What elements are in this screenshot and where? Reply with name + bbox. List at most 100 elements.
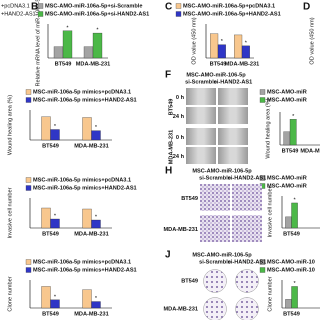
column-label: si-HAND2-AS1 [228, 259, 267, 265]
legend-label: MSC-miR-106a-5p mimics+HAND2-AS1 [33, 185, 137, 191]
legend-label: MSC-miR-106a-5p mimics+pcDNA3.1 [33, 89, 131, 95]
panel-label: C [165, 2, 172, 13]
significance-mark: * [54, 213, 57, 219]
time-label: 0 h [176, 95, 185, 101]
significance-mark: * [54, 124, 57, 130]
bar [53, 46, 64, 59]
significance-mark: * [95, 296, 98, 302]
y-axis-label: Relative mRNA level of miR-106a-5p [35, 0, 41, 87]
bar [234, 34, 243, 59]
significance-mark: * [95, 125, 98, 131]
micrograph [232, 215, 262, 242]
culture-dish [203, 269, 227, 293]
x-tick-label: BT549 [283, 231, 300, 237]
micrograph [200, 215, 230, 242]
micrograph [218, 107, 248, 124]
micrograph [186, 147, 216, 164]
column-label: si-Scramble [199, 259, 231, 265]
micrograph [186, 88, 216, 105]
culture-dish [235, 297, 259, 321]
legend-label: +HAND2-AS1 [1, 11, 36, 17]
legend-label: MSC-AMO-miR-106a-5p+pcDNA3.1 [183, 3, 275, 9]
significance-mark: * [293, 281, 296, 287]
panel-label: B [31, 2, 38, 13]
legend-label: +pcDNA3.1 [1, 3, 30, 9]
legend-swatch [175, 3, 182, 9]
legend-swatch [37, 3, 44, 9]
bar [291, 286, 298, 309]
legend-swatch [25, 259, 32, 265]
legend-swatch [25, 185, 32, 191]
legend-label: MSC-miR-106a-5p mimics+HAND2-AS1 [33, 97, 137, 103]
column-label: si-Scramble [185, 79, 217, 85]
row-label: MDA-MB-231 [164, 306, 199, 312]
panel-title: MSC-AMO-miR-106-5p [192, 168, 252, 174]
bar [41, 116, 51, 141]
legend-swatch [25, 97, 32, 103]
bar [83, 46, 94, 59]
micrograph [200, 184, 230, 211]
x-tick-label: BT549 [42, 231, 59, 237]
panel-title: MSC-AMO-miR-106-5p [192, 252, 252, 258]
x-tick-label: BT549 [282, 148, 299, 154]
legend-swatch [259, 97, 266, 103]
significance-mark: * [54, 294, 57, 300]
legend-label: MSC-AMO-miR-106a-5p+si-Scramble [45, 3, 142, 9]
x-tick-label: BT549 [42, 311, 59, 317]
culture-dish [235, 269, 259, 293]
x-tick-label: BT549 [42, 143, 59, 149]
micrograph [218, 147, 248, 164]
x-tick-label: BT549 [210, 61, 227, 67]
x-tick-label: MDA-M [300, 148, 320, 154]
legend-swatch [37, 11, 44, 17]
y-axis-label: OD value (450 nm) [191, 17, 197, 64]
y-axis-label: Invasive cell number [267, 186, 273, 237]
legend-label: MSC-AMO-miR-10 [267, 267, 315, 273]
bar [91, 130, 101, 141]
y-axis-label: OD value (450 nm) [309, 17, 315, 64]
bar [41, 286, 51, 309]
row-label: BT549 [168, 99, 174, 116]
bar [50, 299, 60, 309]
bar [285, 299, 292, 309]
time-label: 0 h [176, 135, 185, 141]
micrograph [218, 88, 248, 105]
time-label: 24 h [173, 154, 185, 160]
row-label: MDA-MB-231 [168, 130, 174, 165]
column-label: si-HAND2-AS1 [214, 79, 253, 85]
legend-label: MSC-miR-106a-5p mimics+pcDNA3.1 [33, 259, 131, 265]
bar [82, 208, 92, 229]
row-label: BT549 [181, 278, 198, 284]
legend-swatch [175, 11, 182, 17]
y-axis-label: Wound healing area (%) [265, 98, 271, 158]
micrograph [232, 184, 262, 211]
micrograph [186, 128, 216, 145]
culture-dish [203, 297, 227, 321]
legend-label: MSC-AMO-miR-106a-5p+si-HAND2-AS1 [45, 11, 149, 17]
significance-mark: * [95, 214, 98, 220]
significance-mark: * [96, 28, 99, 34]
y-axis-label: Clone number [7, 276, 13, 311]
panel-title: MSC-AMO-miR-106-5p [186, 72, 246, 78]
legend-label: MSC-AMO-miR [267, 183, 307, 189]
bar [50, 218, 60, 229]
bar [91, 301, 101, 309]
legend-label: MSC-AMO-miR-10 [267, 259, 315, 265]
x-tick-label: MDA-MB-231 [74, 143, 109, 149]
x-tick-label: MDA-MB-231 [74, 311, 109, 317]
y-axis-label: Clone number [267, 276, 273, 311]
bar [210, 33, 219, 59]
legend-label: MSC-miR-106a-5p mimics+pcDNA3.1 [33, 177, 131, 183]
bar [92, 32, 103, 59]
legend-label: MSC-AMO-miR-106a-5p+HAND2-AS1 [183, 11, 281, 17]
bar [50, 129, 60, 141]
micrograph [186, 107, 216, 124]
bar [291, 202, 298, 229]
time-label: 24 h [173, 114, 185, 120]
bar [289, 119, 297, 146]
x-tick-label: MDA-MB-231 [225, 61, 260, 67]
legend-swatch [259, 175, 266, 181]
row-label: BT549 [181, 196, 198, 202]
bar [217, 44, 226, 59]
